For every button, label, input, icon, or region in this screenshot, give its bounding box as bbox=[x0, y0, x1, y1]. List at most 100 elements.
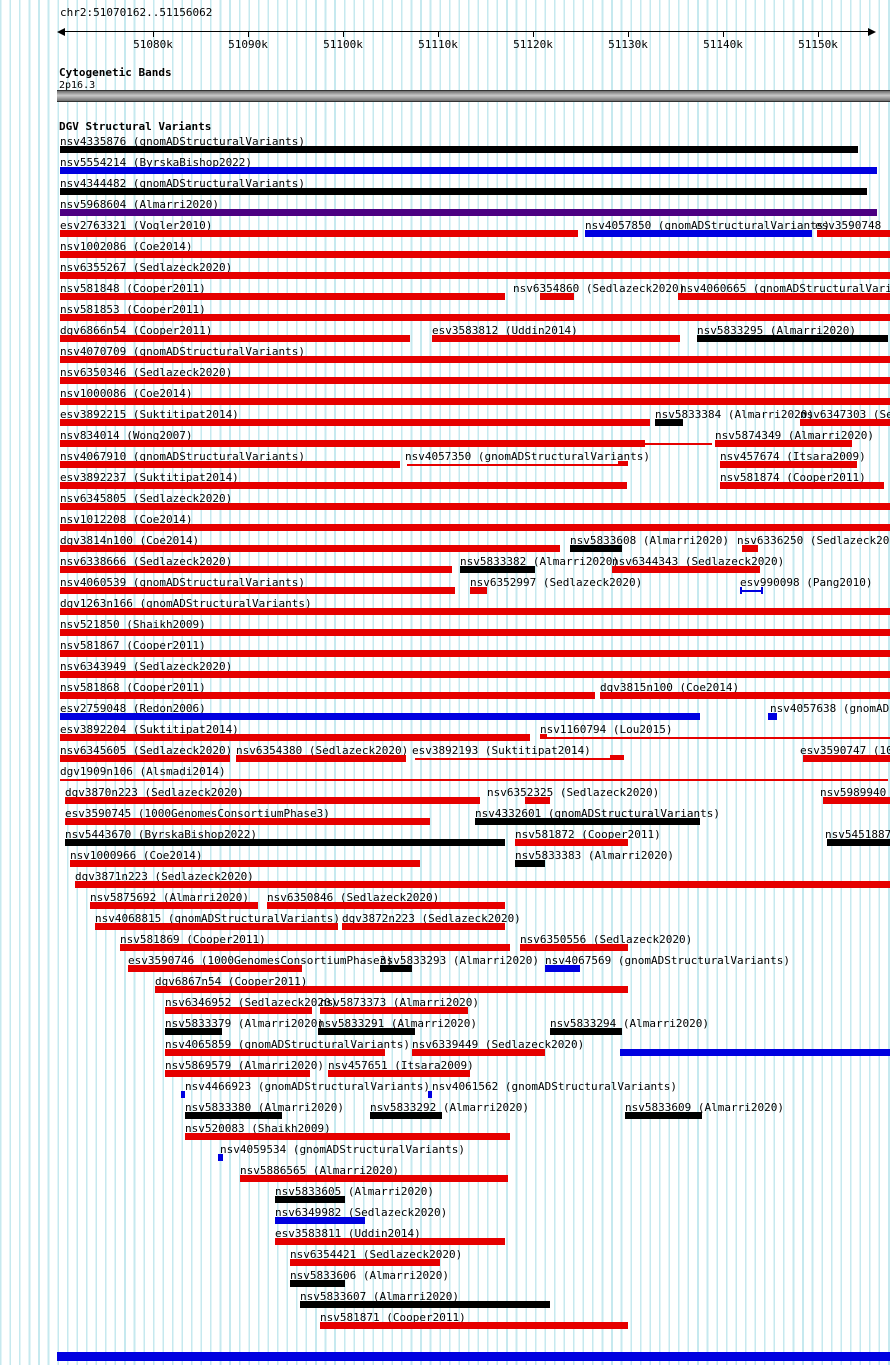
variant-bar[interactable] bbox=[740, 587, 742, 594]
variant-bar[interactable] bbox=[318, 1028, 415, 1035]
variant-label[interactable]: nsv521850 (Shaikh2009) bbox=[60, 618, 206, 631]
variant-label[interactable]: esv3892193 (Suktitipat2014) bbox=[412, 744, 591, 757]
variant-bar[interactable] bbox=[65, 797, 480, 804]
variant-bar[interactable] bbox=[620, 1049, 890, 1056]
variant-label[interactable]: nsv6355267 (Sedlazeck2020) bbox=[60, 261, 233, 274]
variant-label[interactable]: nsv5874349 (Almarri2020) bbox=[715, 429, 874, 442]
variant-bar[interactable] bbox=[155, 986, 628, 993]
variant-label[interactable]: dgv3814n100 (Coe2014) bbox=[60, 534, 200, 547]
variant-label[interactable]: dgv3871n223 (Sedlazeck2020) bbox=[75, 870, 254, 883]
variant-label[interactable]: nsv1000966 (Coe2014) bbox=[70, 849, 203, 862]
variant-label[interactable]: nsv6347303 (Sed bbox=[800, 408, 890, 421]
variant-label[interactable]: nsv4060665 (gnomADStructuralVariants bbox=[680, 282, 890, 295]
variant-bar[interactable] bbox=[475, 818, 700, 825]
variant-bar[interactable] bbox=[128, 965, 302, 972]
variant-bar[interactable] bbox=[600, 692, 890, 699]
variant-label[interactable]: nsv581871 (Cooper2011) bbox=[320, 1311, 466, 1324]
variant-bar[interactable] bbox=[768, 713, 777, 720]
variant-bar[interactable] bbox=[60, 398, 890, 405]
variant-label[interactable]: nsv5833292 (Almarri2020) bbox=[370, 1101, 529, 1114]
variant-bar[interactable] bbox=[742, 545, 758, 552]
variant-bar[interactable] bbox=[60, 482, 627, 489]
variant-label[interactable]: nsv4068815 (gnomADStructuralVariants) bbox=[95, 912, 341, 925]
variant-label[interactable]: nsv6354421 (Sedlazeck2020) bbox=[290, 1248, 463, 1261]
variant-label[interactable]: nsv457674 (Itsara2009) bbox=[720, 450, 866, 463]
variant-label[interactable]: nsv1002086 (Coe2014) bbox=[60, 240, 193, 253]
variant-bar[interactable] bbox=[60, 755, 230, 762]
variant-label[interactable]: nsv5833609 (Almarri2020) bbox=[625, 1101, 784, 1114]
variant-bar[interactable] bbox=[412, 1049, 545, 1056]
variant-label[interactable]: dgv6866n54 (Cooper2011) bbox=[60, 324, 213, 337]
variant-bar[interactable] bbox=[236, 755, 406, 762]
variant-label[interactable]: nsv6346952 (Sedlazeck2020) bbox=[165, 996, 338, 1009]
variant-label[interactable]: nsv581874 (Cooper2011) bbox=[720, 471, 866, 484]
variant-label[interactable]: nsv6336250 (Sedlazeck2020 bbox=[737, 534, 890, 547]
variant-label[interactable]: nsv4070709 (gnomADStructuralVariants) bbox=[60, 345, 306, 358]
variant-bar[interactable] bbox=[95, 923, 338, 930]
variant-bar[interactable] bbox=[60, 230, 578, 237]
variant-label[interactable]: nsv6350346 (Sedlazeck2020) bbox=[60, 366, 233, 379]
variant-label[interactable]: nsv834014 (Wong2007) bbox=[60, 429, 193, 442]
variant-bar[interactable] bbox=[60, 314, 890, 321]
variant-label[interactable]: esv3583812 (Uddin2014) bbox=[432, 324, 578, 337]
variant-label[interactable]: nsv4057350 (gnomADStructuralVariants) bbox=[405, 450, 651, 463]
variant-bar[interactable] bbox=[290, 1259, 440, 1266]
variant-label[interactable]: nsv4060539 (gnomADStructuralVariants) bbox=[60, 576, 306, 589]
variant-label[interactable]: dgv3815n100 (Coe2014) bbox=[600, 681, 740, 694]
variant-label[interactable]: esv3892204 (Suktitipat2014) bbox=[60, 723, 239, 736]
variant-label[interactable]: esv2763321 (Vogler2010) bbox=[60, 219, 213, 232]
variant-label[interactable]: nsv6339449 (Sedlazeck2020) bbox=[412, 1038, 585, 1051]
variant-bar[interactable] bbox=[520, 944, 628, 951]
variant-label[interactable]: nsv6345805 (Sedlazeck2020) bbox=[60, 492, 233, 505]
variant-bar[interactable] bbox=[60, 503, 890, 510]
variant-label[interactable]: esv3590746 (1000GenomesConsortiumPhase3) bbox=[128, 954, 393, 967]
variant-bar[interactable] bbox=[470, 587, 487, 594]
variant-bar[interactable] bbox=[610, 755, 624, 760]
variant-label[interactable]: nsv4065859 (gnomADStructuralVariants) bbox=[165, 1038, 411, 1051]
variant-label[interactable]: nsv5875692 (Almarri2020) bbox=[90, 891, 249, 904]
variant-label[interactable]: nsv5833605 (Almarri2020) bbox=[275, 1185, 434, 1198]
variant-label[interactable]: nsv4057850 (gnomADStructuralVariants) bbox=[585, 219, 831, 232]
variant-bar[interactable] bbox=[60, 650, 890, 657]
variant-bar[interactable] bbox=[320, 1322, 628, 1329]
variant-bar[interactable] bbox=[60, 545, 560, 552]
variant-bar[interactable] bbox=[655, 419, 683, 426]
variant-bar[interactable] bbox=[65, 839, 505, 846]
variant-bar[interactable] bbox=[342, 923, 505, 930]
variant-bar[interactable] bbox=[60, 377, 890, 384]
variant-bar[interactable] bbox=[290, 1280, 345, 1287]
variant-label[interactable]: nsv4057638 (gnomADSt bbox=[770, 702, 890, 715]
variant-bar[interactable] bbox=[540, 293, 574, 300]
variant-label[interactable]: nsv581867 (Cooper2011) bbox=[60, 639, 206, 652]
variant-label[interactable]: nsv4067569 (gnomADStructuralVariants) bbox=[545, 954, 791, 967]
variant-bar[interactable] bbox=[515, 839, 628, 846]
variant-bar[interactable] bbox=[267, 902, 505, 909]
variant-label[interactable]: nsv5968604 (Almarri2020) bbox=[60, 198, 219, 211]
variant-bar[interactable] bbox=[60, 608, 890, 615]
variant-label[interactable]: nsv5989940 ( bbox=[820, 786, 890, 799]
variant-bar[interactable] bbox=[90, 902, 258, 909]
variant-bar[interactable] bbox=[432, 335, 680, 342]
variant-label[interactable]: nsv4061562 (gnomADStructuralVariants) bbox=[432, 1080, 678, 1093]
variant-bar[interactable] bbox=[60, 692, 595, 699]
variant-bar[interactable] bbox=[60, 251, 890, 258]
variant-label[interactable]: nsv1160794 (Lou2015) bbox=[540, 723, 673, 736]
variant-bar[interactable] bbox=[60, 671, 890, 678]
variant-bar[interactable] bbox=[720, 461, 857, 468]
variant-label[interactable]: nsv4466923 (gnomADStructuralVariants) bbox=[185, 1080, 431, 1093]
variant-bar[interactable] bbox=[60, 293, 505, 300]
variant-bar[interactable] bbox=[697, 335, 888, 342]
variant-label[interactable]: nsv5833291 (Almarri2020) bbox=[318, 1017, 477, 1030]
variant-bar[interactable] bbox=[60, 356, 890, 363]
variant-bar[interactable] bbox=[803, 755, 890, 762]
variant-label[interactable]: dgv1909n106 (Alsmadi2014) bbox=[60, 765, 226, 778]
variant-label[interactable]: nsv6350846 (Sedlazeck2020) bbox=[267, 891, 440, 904]
variant-bar[interactable] bbox=[60, 146, 858, 153]
variant-bar[interactable] bbox=[328, 1070, 470, 1077]
variant-bar[interactable] bbox=[218, 1154, 223, 1161]
variant-bar[interactable] bbox=[550, 1028, 622, 1035]
variant-bar[interactable] bbox=[60, 779, 888, 781]
variant-bar[interactable] bbox=[275, 1238, 505, 1245]
variant-bar[interactable] bbox=[60, 566, 452, 573]
variant-bar[interactable] bbox=[60, 272, 890, 279]
